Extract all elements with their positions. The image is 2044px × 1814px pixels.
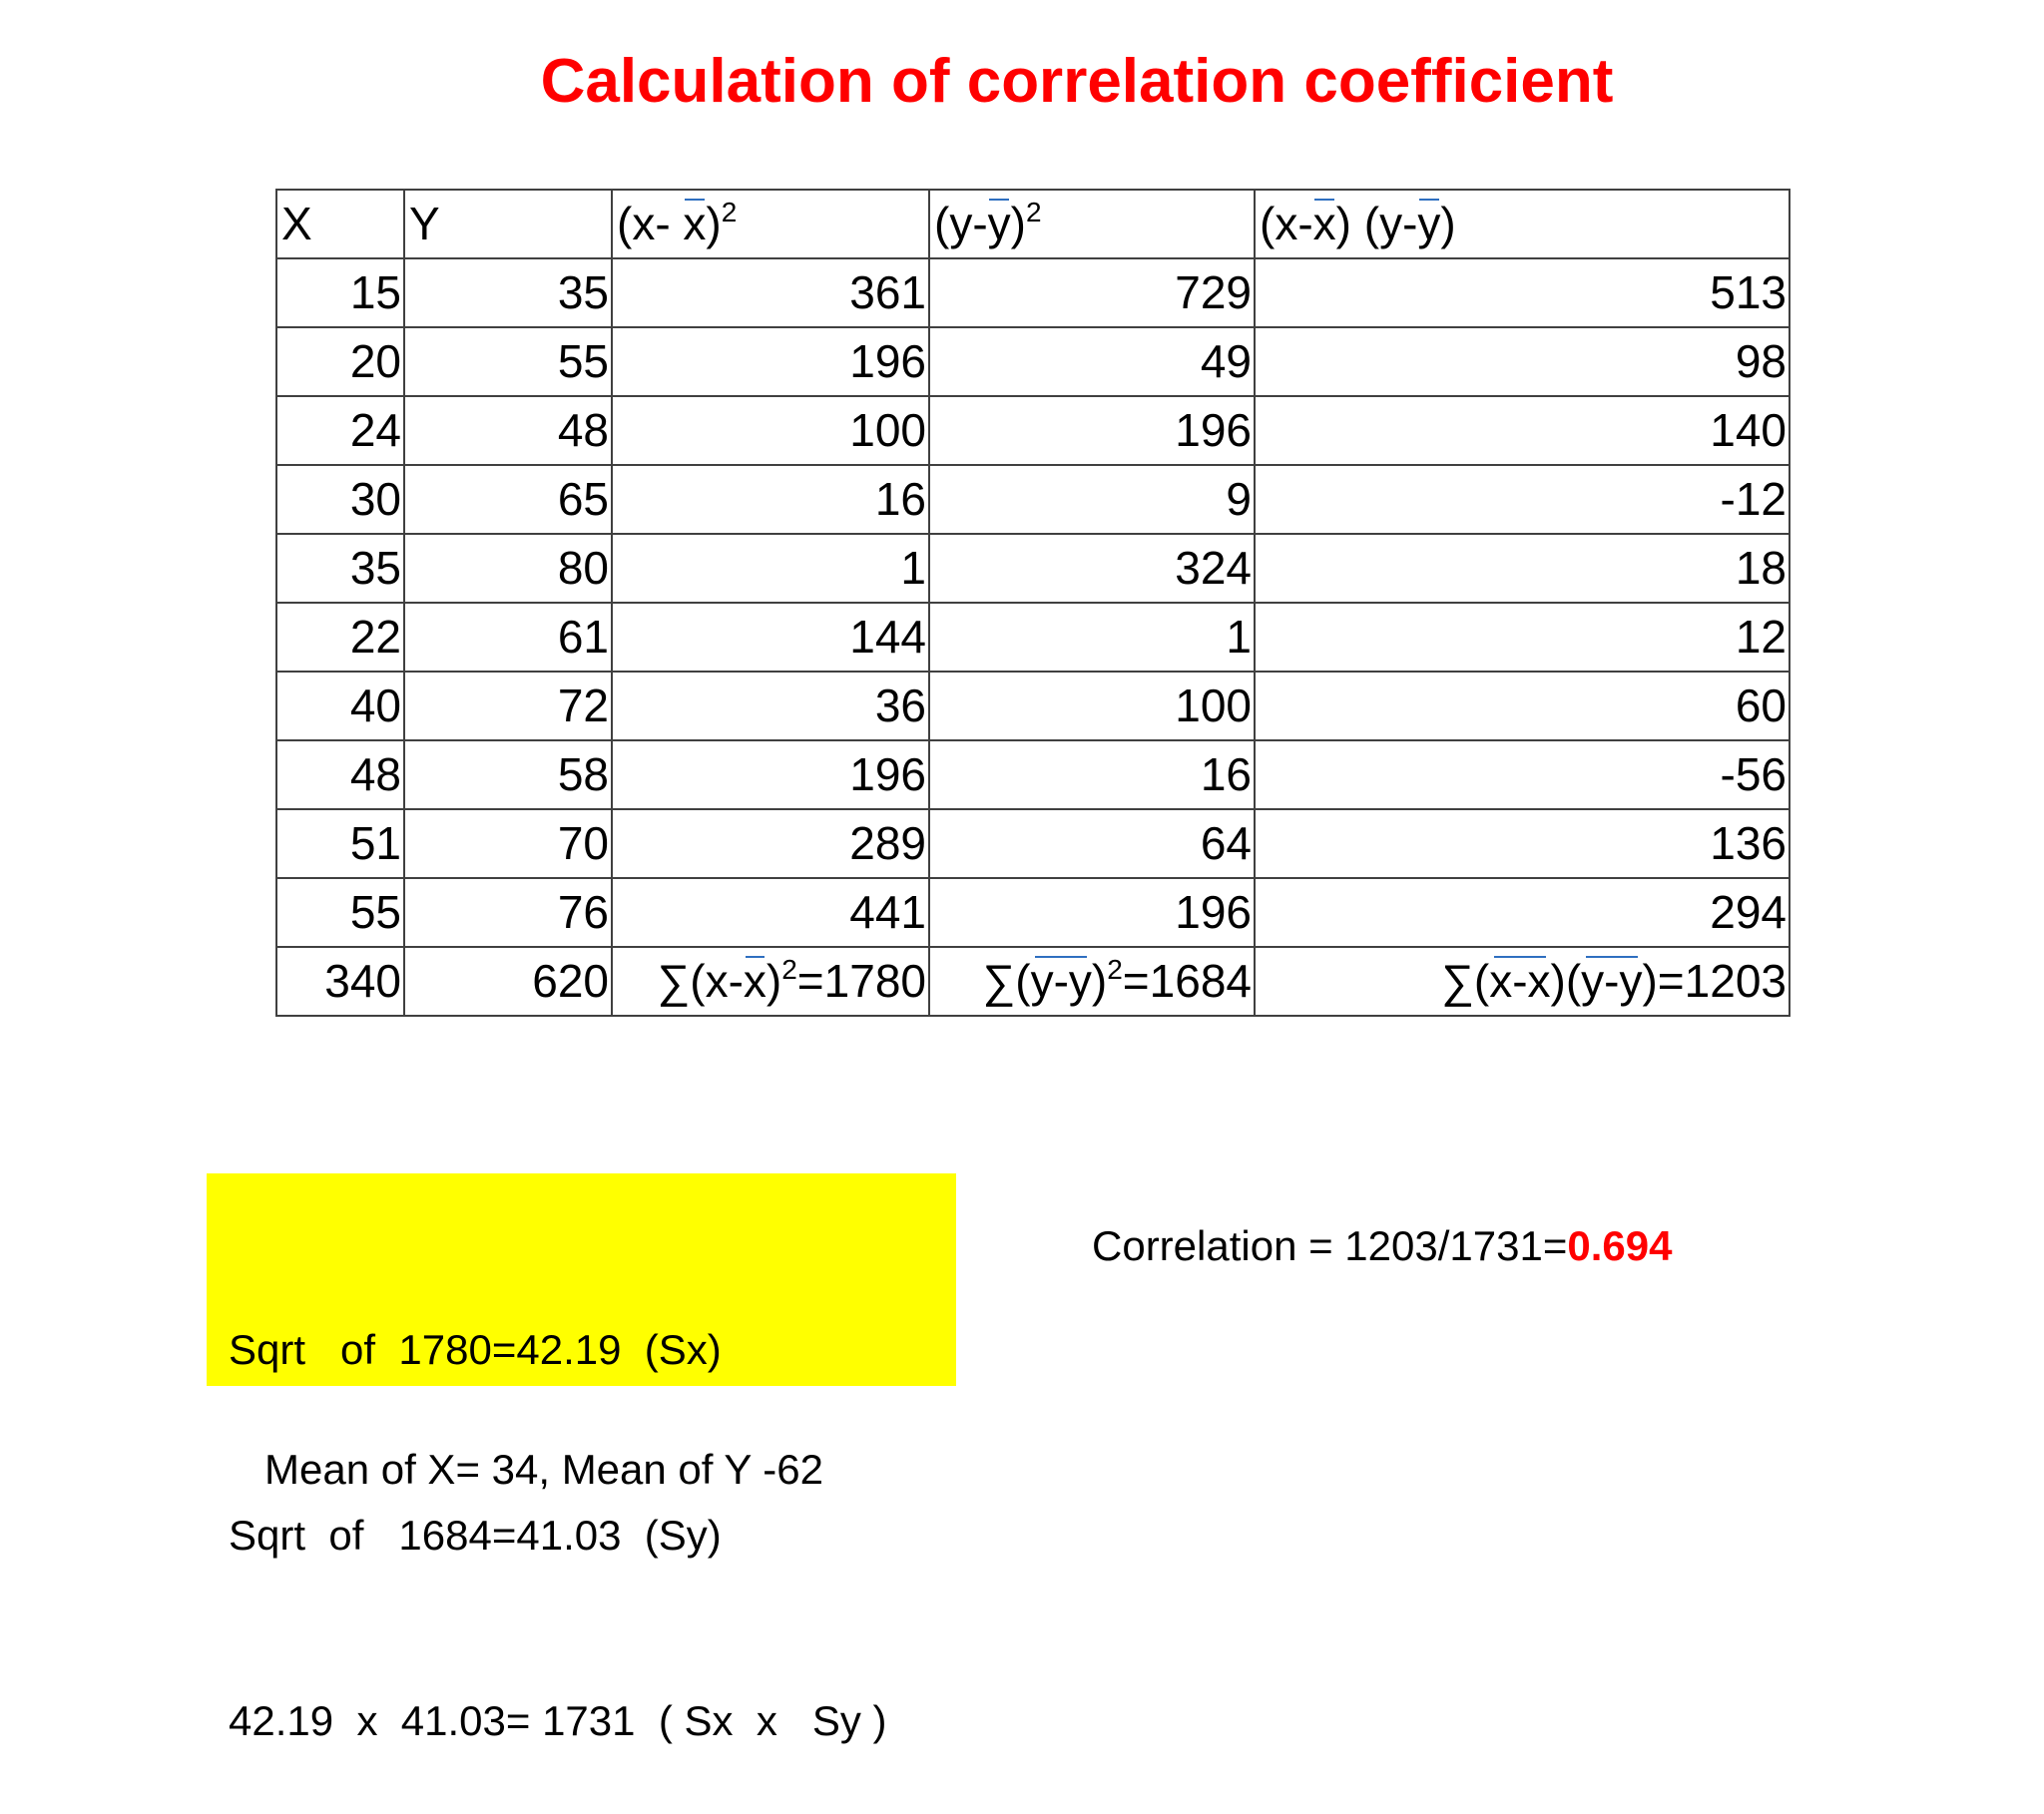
product-line: 42.19 x 41.03= 1731 ( Sx x Sy )	[229, 1697, 887, 1744]
cell-dx2: 289	[611, 808, 930, 879]
cell-y: 35	[403, 257, 613, 328]
cell-dxdy: 136	[1254, 808, 1790, 879]
cell-y: 70	[403, 808, 613, 879]
cell-y: 58	[403, 739, 613, 810]
total-x: 340	[275, 946, 405, 1017]
cell-dxdy: 140	[1254, 395, 1790, 466]
cell-dy2: 100	[928, 671, 1256, 741]
cell-dx2: 100	[611, 395, 930, 466]
cell-y: 72	[403, 671, 613, 741]
correlation-result: Correlation = 1203/1731=0.694	[1092, 1222, 1672, 1270]
header-dx-squared: (x- x)2	[611, 189, 930, 259]
total-y: 620	[403, 946, 613, 1017]
correlation-table: X Y (x- x)2 (y-y)2 (x-x) (y-y) 15 35 361 72…	[275, 189, 1790, 1017]
header-dy-squared: (y-y)2	[928, 189, 1256, 259]
table-row: 51 70 289 64 136	[275, 808, 1790, 879]
table-body: 15 35 361 729 513 20 55 196 49 98 24 48 100 196 140 30 6…	[275, 257, 1790, 948]
header-dx-dy: (x-x) (y-y)	[1254, 189, 1790, 259]
cell-dx2: 196	[611, 326, 930, 397]
cell-dy2: 729	[928, 257, 1256, 328]
correlation-label: Correlation = 1203/1731=	[1092, 1222, 1568, 1269]
cell-dxdy: 513	[1254, 257, 1790, 328]
table-row: 30 65 16 9 -12	[275, 464, 1790, 535]
cell-x: 35	[275, 533, 405, 604]
mean-text: Mean of X= 34, Mean of Y -62	[264, 1446, 823, 1493]
sum-dx-dy: ∑(x-x)(y-y)=1203	[1254, 946, 1790, 1017]
table-header-row: X Y (x- x)2 (y-y)2 (x-x) (y-y)	[275, 189, 1790, 259]
cell-dxdy: 60	[1254, 671, 1790, 741]
cell-y: 61	[403, 602, 613, 673]
cell-x: 51	[275, 808, 405, 879]
table-row: 35 80 1 324 18	[275, 533, 1790, 604]
cell-dx2: 36	[611, 671, 930, 741]
cell-dx2: 361	[611, 257, 930, 328]
table-row: 48 58 196 16 -56	[275, 739, 1790, 810]
cell-x: 22	[275, 602, 405, 673]
std-dev-box: Sqrt of 1780=42.19 (Sx) Sqrt of 1684=41.…	[207, 1173, 956, 1744]
cell-dxdy: 98	[1254, 326, 1790, 397]
cell-dxdy: 18	[1254, 533, 1790, 604]
cell-dy2: 324	[928, 533, 1256, 604]
cell-x: 55	[275, 877, 405, 948]
cell-dxdy: 12	[1254, 602, 1790, 673]
cell-x: 20	[275, 326, 405, 397]
cell-y: 48	[403, 395, 613, 466]
cell-y: 65	[403, 464, 613, 535]
cell-dx2: 441	[611, 877, 930, 948]
cell-x: 30	[275, 464, 405, 535]
sum-dy-squared: ∑(y-y)2=1684	[928, 946, 1256, 1017]
cell-x: 24	[275, 395, 405, 466]
cell-x: 48	[275, 739, 405, 810]
cell-dy2: 196	[928, 877, 1256, 948]
table-row: 20 55 196 49 98	[275, 326, 1790, 397]
table-row: 22 61 144 1 12	[275, 602, 1790, 673]
cell-dxdy: 294	[1254, 877, 1790, 948]
table-row: 40 72 36 100 60	[275, 671, 1790, 741]
cell-dx2: 16	[611, 464, 930, 535]
cell-y: 80	[403, 533, 613, 604]
table-row: 55 76 441 196 294	[275, 877, 1790, 948]
cell-dx2: 196	[611, 739, 930, 810]
cell-dy2: 16	[928, 739, 1256, 810]
cell-dx2: 1	[611, 533, 930, 604]
header-y: Y	[403, 189, 613, 259]
cell-dxdy: -12	[1254, 464, 1790, 535]
cell-x: 40	[275, 671, 405, 741]
cell-y: 76	[403, 877, 613, 948]
page-title: Calculation of correlation coefficient	[540, 47, 1614, 116]
cell-dy2: 196	[928, 395, 1256, 466]
table-row: 24 48 100 196 140	[275, 395, 1790, 466]
correlation-value: 0.694	[1567, 1222, 1673, 1269]
header-x: X	[275, 189, 405, 259]
cell-dx2: 144	[611, 602, 930, 673]
cell-dy2: 49	[928, 326, 1256, 397]
sum-dx-squared: ∑(x-x)2=1780	[611, 946, 930, 1017]
sqrt-y-line: Sqrt of 1684=41.03 (Sy)	[229, 1512, 722, 1559]
table-row: 15 35 361 729 513	[275, 257, 1790, 328]
cell-dy2: 64	[928, 808, 1256, 879]
cell-dxdy: -56	[1254, 739, 1790, 810]
table-totals-row: 340 620 ∑(x-x)2=1780 ∑(y-y)2=1684 ∑(x-x)…	[275, 946, 1790, 1017]
cell-dy2: 9	[928, 464, 1256, 535]
sqrt-x-line: Sqrt of 1780=42.19 (Sx)	[229, 1326, 722, 1373]
cell-x: 15	[275, 257, 405, 328]
cell-dy2: 1	[928, 602, 1256, 673]
cell-y: 55	[403, 326, 613, 397]
